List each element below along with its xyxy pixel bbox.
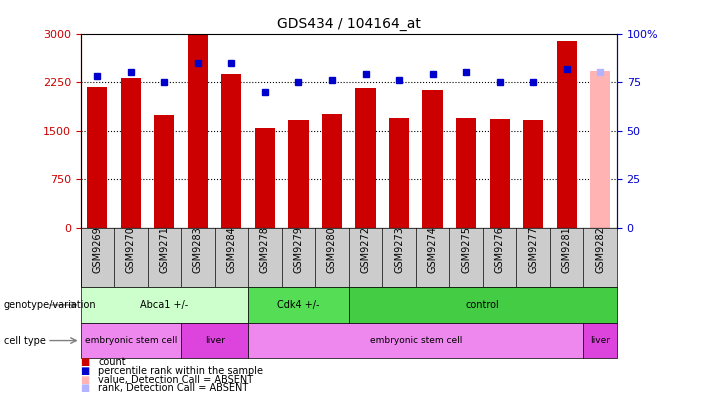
Bar [523, 120, 543, 228]
Bar [81, 287, 248, 323]
Text: Abca1 +/-: Abca1 +/- [140, 300, 189, 310]
Text: liver: liver [590, 336, 610, 345]
Bar [248, 287, 349, 323]
Text: ■: ■ [81, 375, 90, 385]
Text: liver: liver [205, 336, 225, 345]
Bar [121, 78, 141, 228]
Text: ■: ■ [81, 357, 90, 367]
Bar [154, 114, 175, 228]
Bar [248, 323, 583, 358]
Bar [456, 118, 476, 228]
Bar [81, 323, 181, 358]
Bar [489, 119, 510, 228]
Text: genotype/variation: genotype/variation [4, 300, 96, 310]
Text: count: count [98, 357, 125, 367]
Bar [88, 87, 107, 228]
Text: embryonic stem cell: embryonic stem cell [85, 336, 177, 345]
Bar [349, 287, 617, 323]
Text: rank, Detection Call = ABSENT: rank, Detection Call = ABSENT [98, 383, 248, 394]
Bar [188, 34, 208, 228]
Bar [181, 323, 248, 358]
Bar [355, 88, 376, 228]
Text: value, Detection Call = ABSENT: value, Detection Call = ABSENT [98, 375, 253, 385]
Bar [389, 118, 409, 228]
Text: cell type: cell type [4, 335, 46, 346]
Bar [590, 71, 610, 228]
Bar [583, 323, 617, 358]
Bar [322, 114, 342, 228]
Bar [255, 128, 275, 228]
Text: ■: ■ [81, 366, 90, 376]
Text: Cdk4 +/-: Cdk4 +/- [277, 300, 320, 310]
Text: embryonic stem cell: embryonic stem cell [369, 336, 462, 345]
Title: GDS434 / 104164_at: GDS434 / 104164_at [277, 17, 421, 31]
Bar [557, 42, 577, 228]
Bar [423, 90, 442, 228]
Text: percentile rank within the sample: percentile rank within the sample [98, 366, 263, 376]
Text: control: control [466, 300, 500, 310]
Bar [222, 74, 241, 228]
Text: ■: ■ [81, 383, 90, 394]
Bar [288, 120, 308, 228]
